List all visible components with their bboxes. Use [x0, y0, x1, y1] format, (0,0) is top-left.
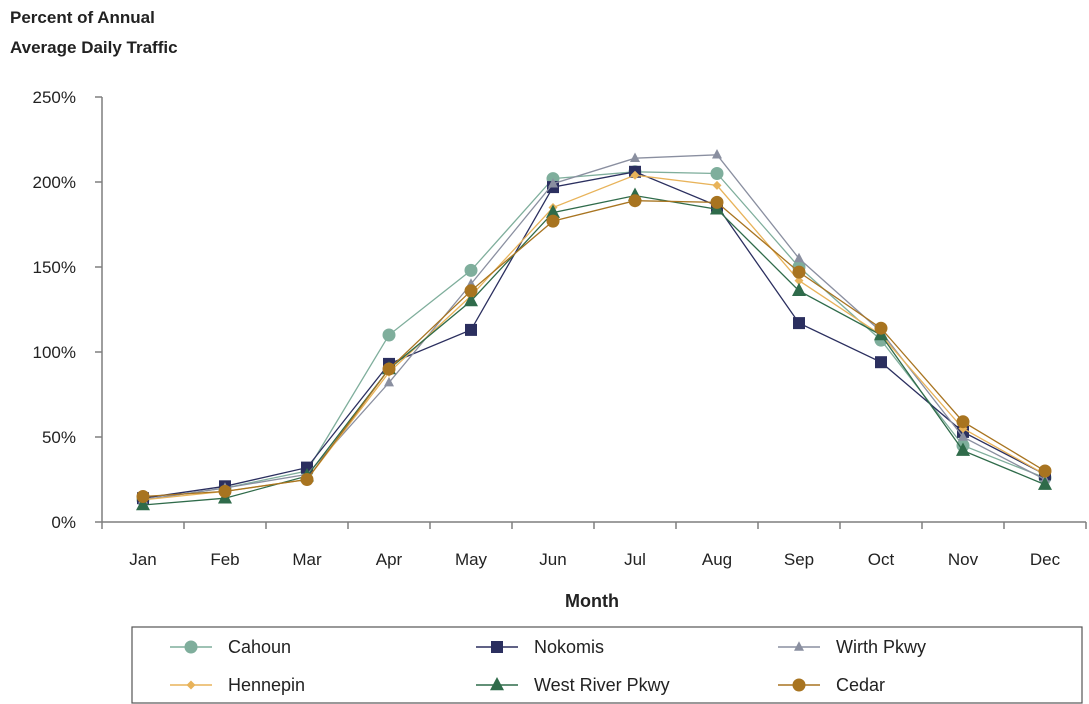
- data-point: [384, 376, 394, 387]
- y-tick-label: 200%: [33, 173, 76, 192]
- data-point: [546, 214, 560, 228]
- data-point: [218, 484, 232, 498]
- legend-label: West River Pkwy: [534, 675, 670, 695]
- data-point: [792, 282, 806, 297]
- x-tick-label: Jul: [624, 550, 646, 569]
- data-point: [1038, 476, 1052, 490]
- legend-marker: [794, 641, 804, 651]
- legend-label: Cedar: [836, 675, 885, 695]
- series-nokomis: [137, 165, 1051, 505]
- data-point: [382, 328, 396, 342]
- data-point: [630, 170, 640, 180]
- y-axis-title: Percent of Annual Average Daily Traffic: [10, 8, 178, 57]
- y-tick-label: 150%: [33, 258, 76, 277]
- x-axis-title: Month: [565, 591, 619, 611]
- legend: Cahoun Nokomis Wirth Pkwy Hennepin West Rive…: [131, 626, 1083, 704]
- y-axis-title-line: Percent of Annual: [10, 8, 155, 27]
- series-cedar: [136, 194, 1052, 503]
- data-point: [546, 204, 560, 218]
- legend-marker: [792, 678, 806, 692]
- data-point: [464, 263, 478, 277]
- legend-label: Wirth Pkwy: [836, 637, 926, 657]
- legend-item: Cahoun: [170, 637, 291, 657]
- legend-marker: [491, 641, 503, 653]
- y-tick-label: 100%: [33, 343, 76, 362]
- data-point: [628, 194, 642, 208]
- data-point: [792, 265, 806, 279]
- x-tick-label: Sep: [784, 550, 814, 569]
- x-tick-label: Mar: [292, 550, 322, 569]
- data-point: [300, 473, 314, 486]
- series-line: [142, 194, 1046, 506]
- legend-item: Wirth Pkwy: [778, 637, 926, 657]
- data-point: [464, 284, 478, 298]
- data-point: [712, 180, 722, 190]
- data-point: [548, 177, 558, 188]
- data-point: [794, 252, 804, 263]
- x-tick-label: May: [455, 550, 488, 569]
- series-line: [142, 171, 1046, 499]
- legend-item: Cedar: [778, 675, 885, 695]
- series-line: [142, 174, 1046, 501]
- x-tick-label: Aug: [702, 550, 732, 569]
- legend-label: Cahoun: [228, 637, 291, 657]
- series-west-river-pkwy: [136, 187, 1052, 511]
- legend-item: West River Pkwy: [476, 675, 670, 695]
- x-tick-label: Apr: [376, 550, 403, 569]
- data-point: [956, 442, 970, 456]
- y-tick-label: 50%: [42, 428, 76, 447]
- data-point: [875, 356, 887, 369]
- data-point: [793, 317, 805, 330]
- data-point: [465, 323, 477, 336]
- y-tick-label: 0%: [51, 513, 76, 532]
- series-group: [136, 149, 1052, 511]
- data-point: [1038, 464, 1052, 478]
- legend-label: Nokomis: [534, 637, 604, 657]
- series-line: [142, 200, 1046, 498]
- data-point: [958, 431, 968, 441]
- legend-item: Hennepin: [170, 675, 305, 695]
- legend-box: [131, 626, 1083, 704]
- legend-item: Nokomis: [476, 637, 604, 657]
- x-tick-label: Feb: [210, 550, 239, 569]
- data-point: [710, 167, 724, 180]
- x-axis: Jan Feb Mar Apr May Jun Jul Aug Sep Oct Nov Dec: [101, 521, 1087, 569]
- series-wirth-pkwy: [138, 149, 1050, 504]
- data-point: [874, 321, 888, 335]
- x-tick-label: Nov: [948, 550, 979, 569]
- data-point: [136, 490, 150, 503]
- series-line: [142, 154, 1046, 501]
- legend-marker: [186, 680, 196, 690]
- legend-label: Hennepin: [228, 675, 305, 695]
- data-point: [956, 415, 970, 429]
- series-line: [142, 171, 1046, 501]
- x-tick-label: Jun: [539, 550, 566, 569]
- data-point: [136, 496, 150, 511]
- x-tick-label: Oct: [868, 550, 895, 569]
- legend-marker: [490, 676, 504, 691]
- y-tick-label: 250%: [33, 88, 76, 107]
- data-point: [464, 292, 478, 307]
- data-point: [710, 195, 724, 209]
- y-axis-title-line: Average Daily Traffic: [10, 38, 178, 57]
- y-axis: 0% 50% 100% 150% 200% 250%: [33, 88, 103, 532]
- series-hennepin: [138, 170, 1050, 505]
- data-point: [630, 152, 640, 162]
- x-tick-label: Jan: [129, 550, 156, 569]
- legend-marker: [184, 640, 198, 654]
- data-point: [712, 149, 722, 159]
- data-point: [382, 362, 396, 376]
- data-point: [794, 276, 804, 286]
- series-cahoun: [136, 165, 1052, 507]
- x-tick-label: Dec: [1030, 550, 1061, 569]
